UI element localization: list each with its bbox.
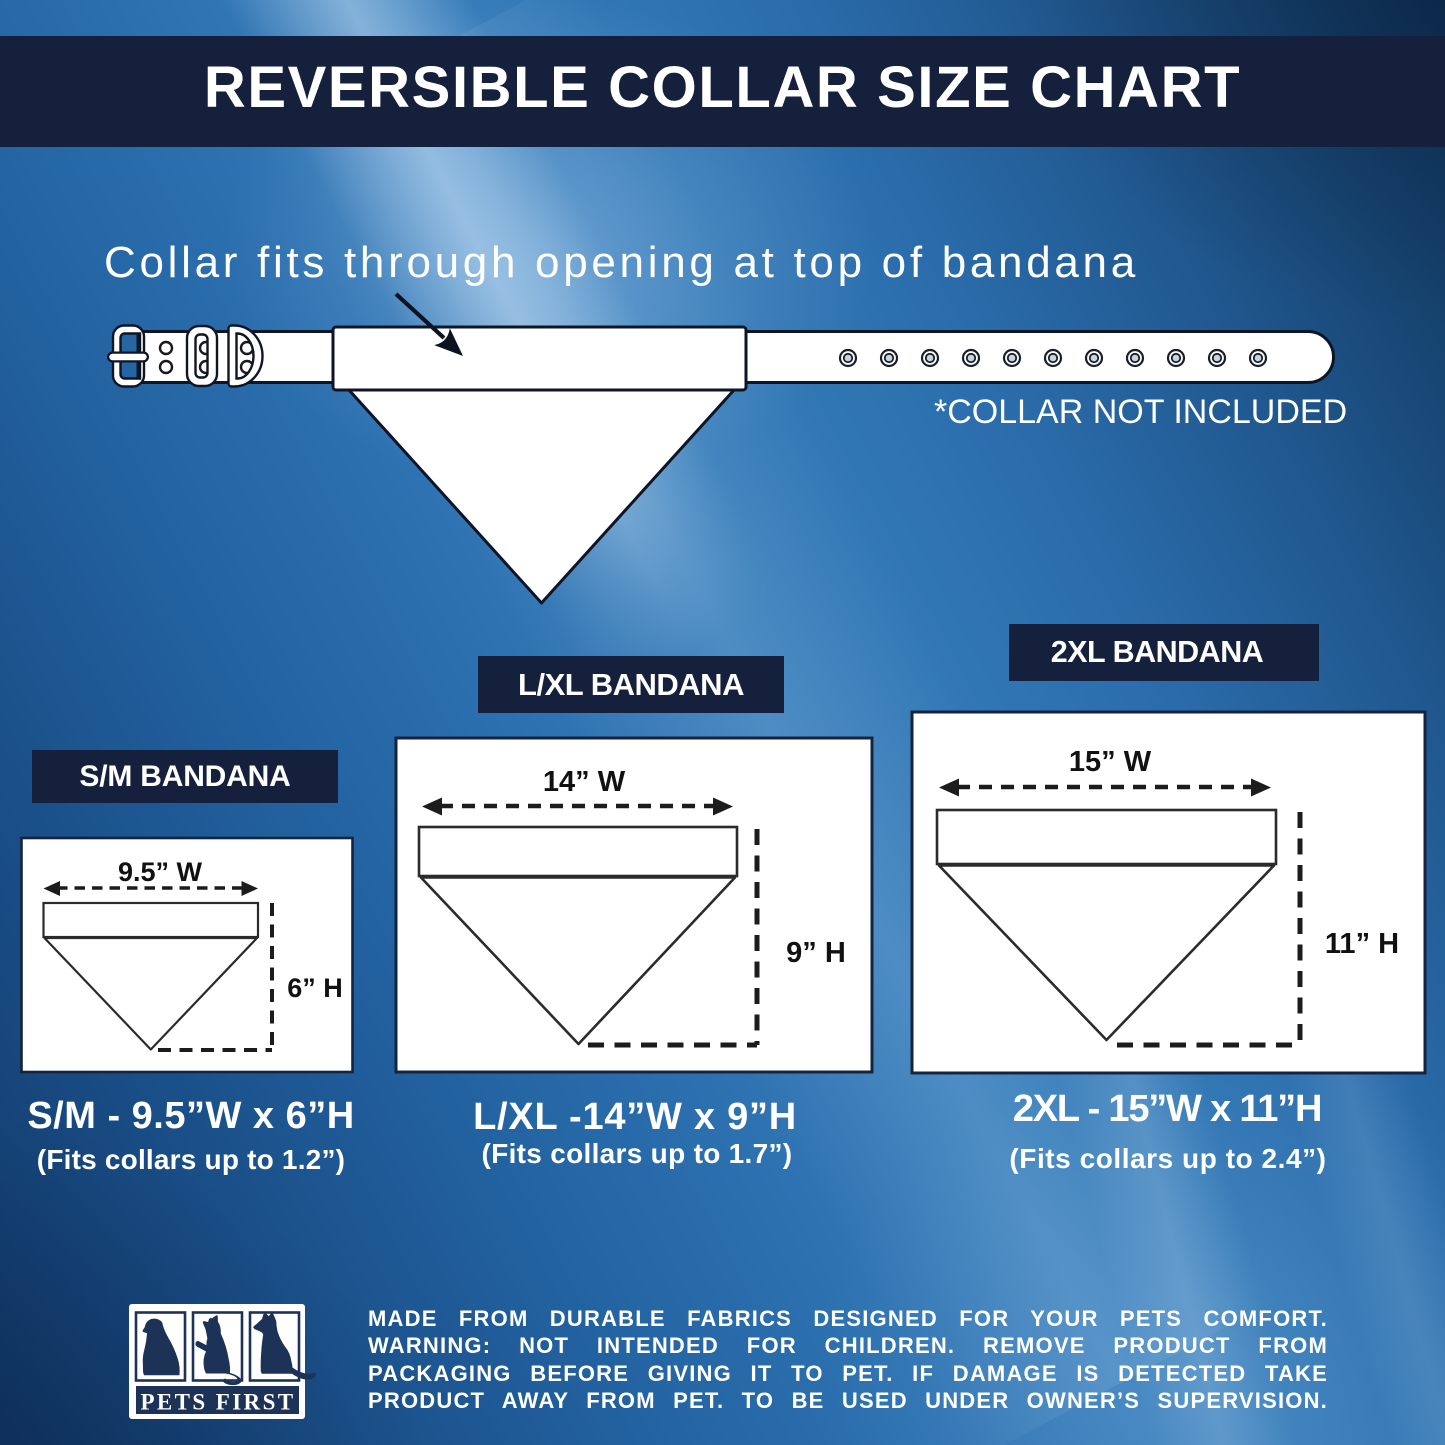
svg-text:PETS FIRST: PETS FIRST: [140, 1390, 295, 1415]
